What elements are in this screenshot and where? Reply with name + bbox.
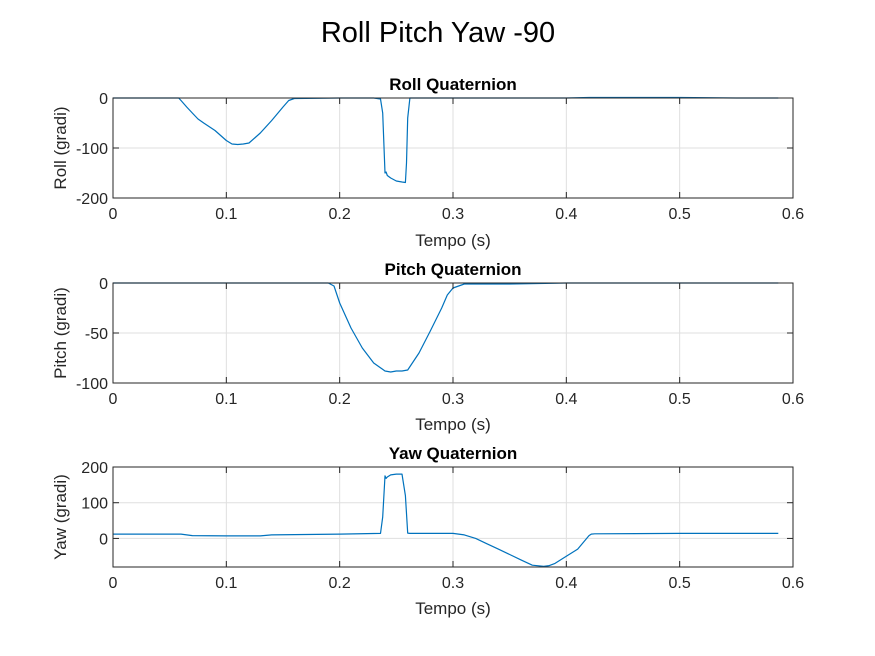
yaw-x-tick-label: 0.4 [555,575,577,592]
roll-x-tick-label: 0 [109,206,118,223]
roll-x-tick-label: 0.2 [329,206,351,223]
roll-y-tick-label: 0 [99,91,108,108]
pitch-y-axis-label: Pitch (gradi) [51,287,70,379]
roll-chart-title: Roll Quaternion [389,75,517,94]
roll-y-axis-label: Roll (gradi) [51,106,70,189]
pitch-x-axis-label: Tempo (s) [415,415,491,434]
roll-subplot: Roll Quaternion Tempo (s) Roll (gradi) 0… [51,75,804,250]
yaw-y-tick-label: 200 [81,460,108,477]
yaw-x-tick-label: 0 [109,575,118,592]
yaw-y-axis-label: Yaw (gradi) [51,474,70,560]
yaw-series-line [113,473,779,567]
roll-x-axis-label: Tempo (s) [415,231,491,250]
pitch-y-tick-label: -100 [76,376,108,393]
yaw-x-tick-label: 0.2 [329,575,351,592]
yaw-x-tick-label: 0.5 [669,575,691,592]
figure-title: Roll Pitch Yaw -90 [321,17,555,49]
roll-x-tick-label: 0.4 [555,206,577,223]
pitch-subplot: Pitch Quaternion Tempo (s) Pitch (gradi)… [51,260,804,434]
roll-y-tick-label: -100 [76,141,108,158]
yaw-y-tick-label: 100 [81,496,108,513]
roll-x-tick-label: 0.5 [669,206,691,223]
pitch-y-tick-label: -50 [85,326,108,343]
pitch-x-tick-label: 0.4 [555,391,577,408]
yaw-x-tick-label: 0.1 [215,575,237,592]
pitch-x-tick-label: 0.6 [782,391,804,408]
pitch-x-tick-label: 0.5 [669,391,691,408]
yaw-chart-title: Yaw Quaternion [389,444,517,463]
yaw-x-tick-label: 0.6 [782,575,804,592]
pitch-y-tick-label: 0 [99,276,108,293]
yaw-subplot: Yaw Quaternion Tempo (s) Yaw (gradi) 0 0.… [51,444,804,618]
pitch-x-tick-label: 0.3 [442,391,464,408]
pitch-x-tick-label: 0.2 [329,391,351,408]
roll-x-tick-label: 0.6 [782,206,804,223]
yaw-x-axis-label: Tempo (s) [415,599,491,618]
pitch-chart-title: Pitch Quaternion [385,260,522,279]
pitch-x-tick-label: 0.1 [215,391,237,408]
roll-y-tick-label: -200 [76,191,108,208]
yaw-y-tick-label: 0 [99,531,108,548]
yaw-x-tick-label: 0.3 [442,575,464,592]
pitch-x-tick-label: 0 [109,391,118,408]
roll-x-tick-label: 0.3 [442,206,464,223]
roll-x-tick-label: 0.1 [215,206,237,223]
